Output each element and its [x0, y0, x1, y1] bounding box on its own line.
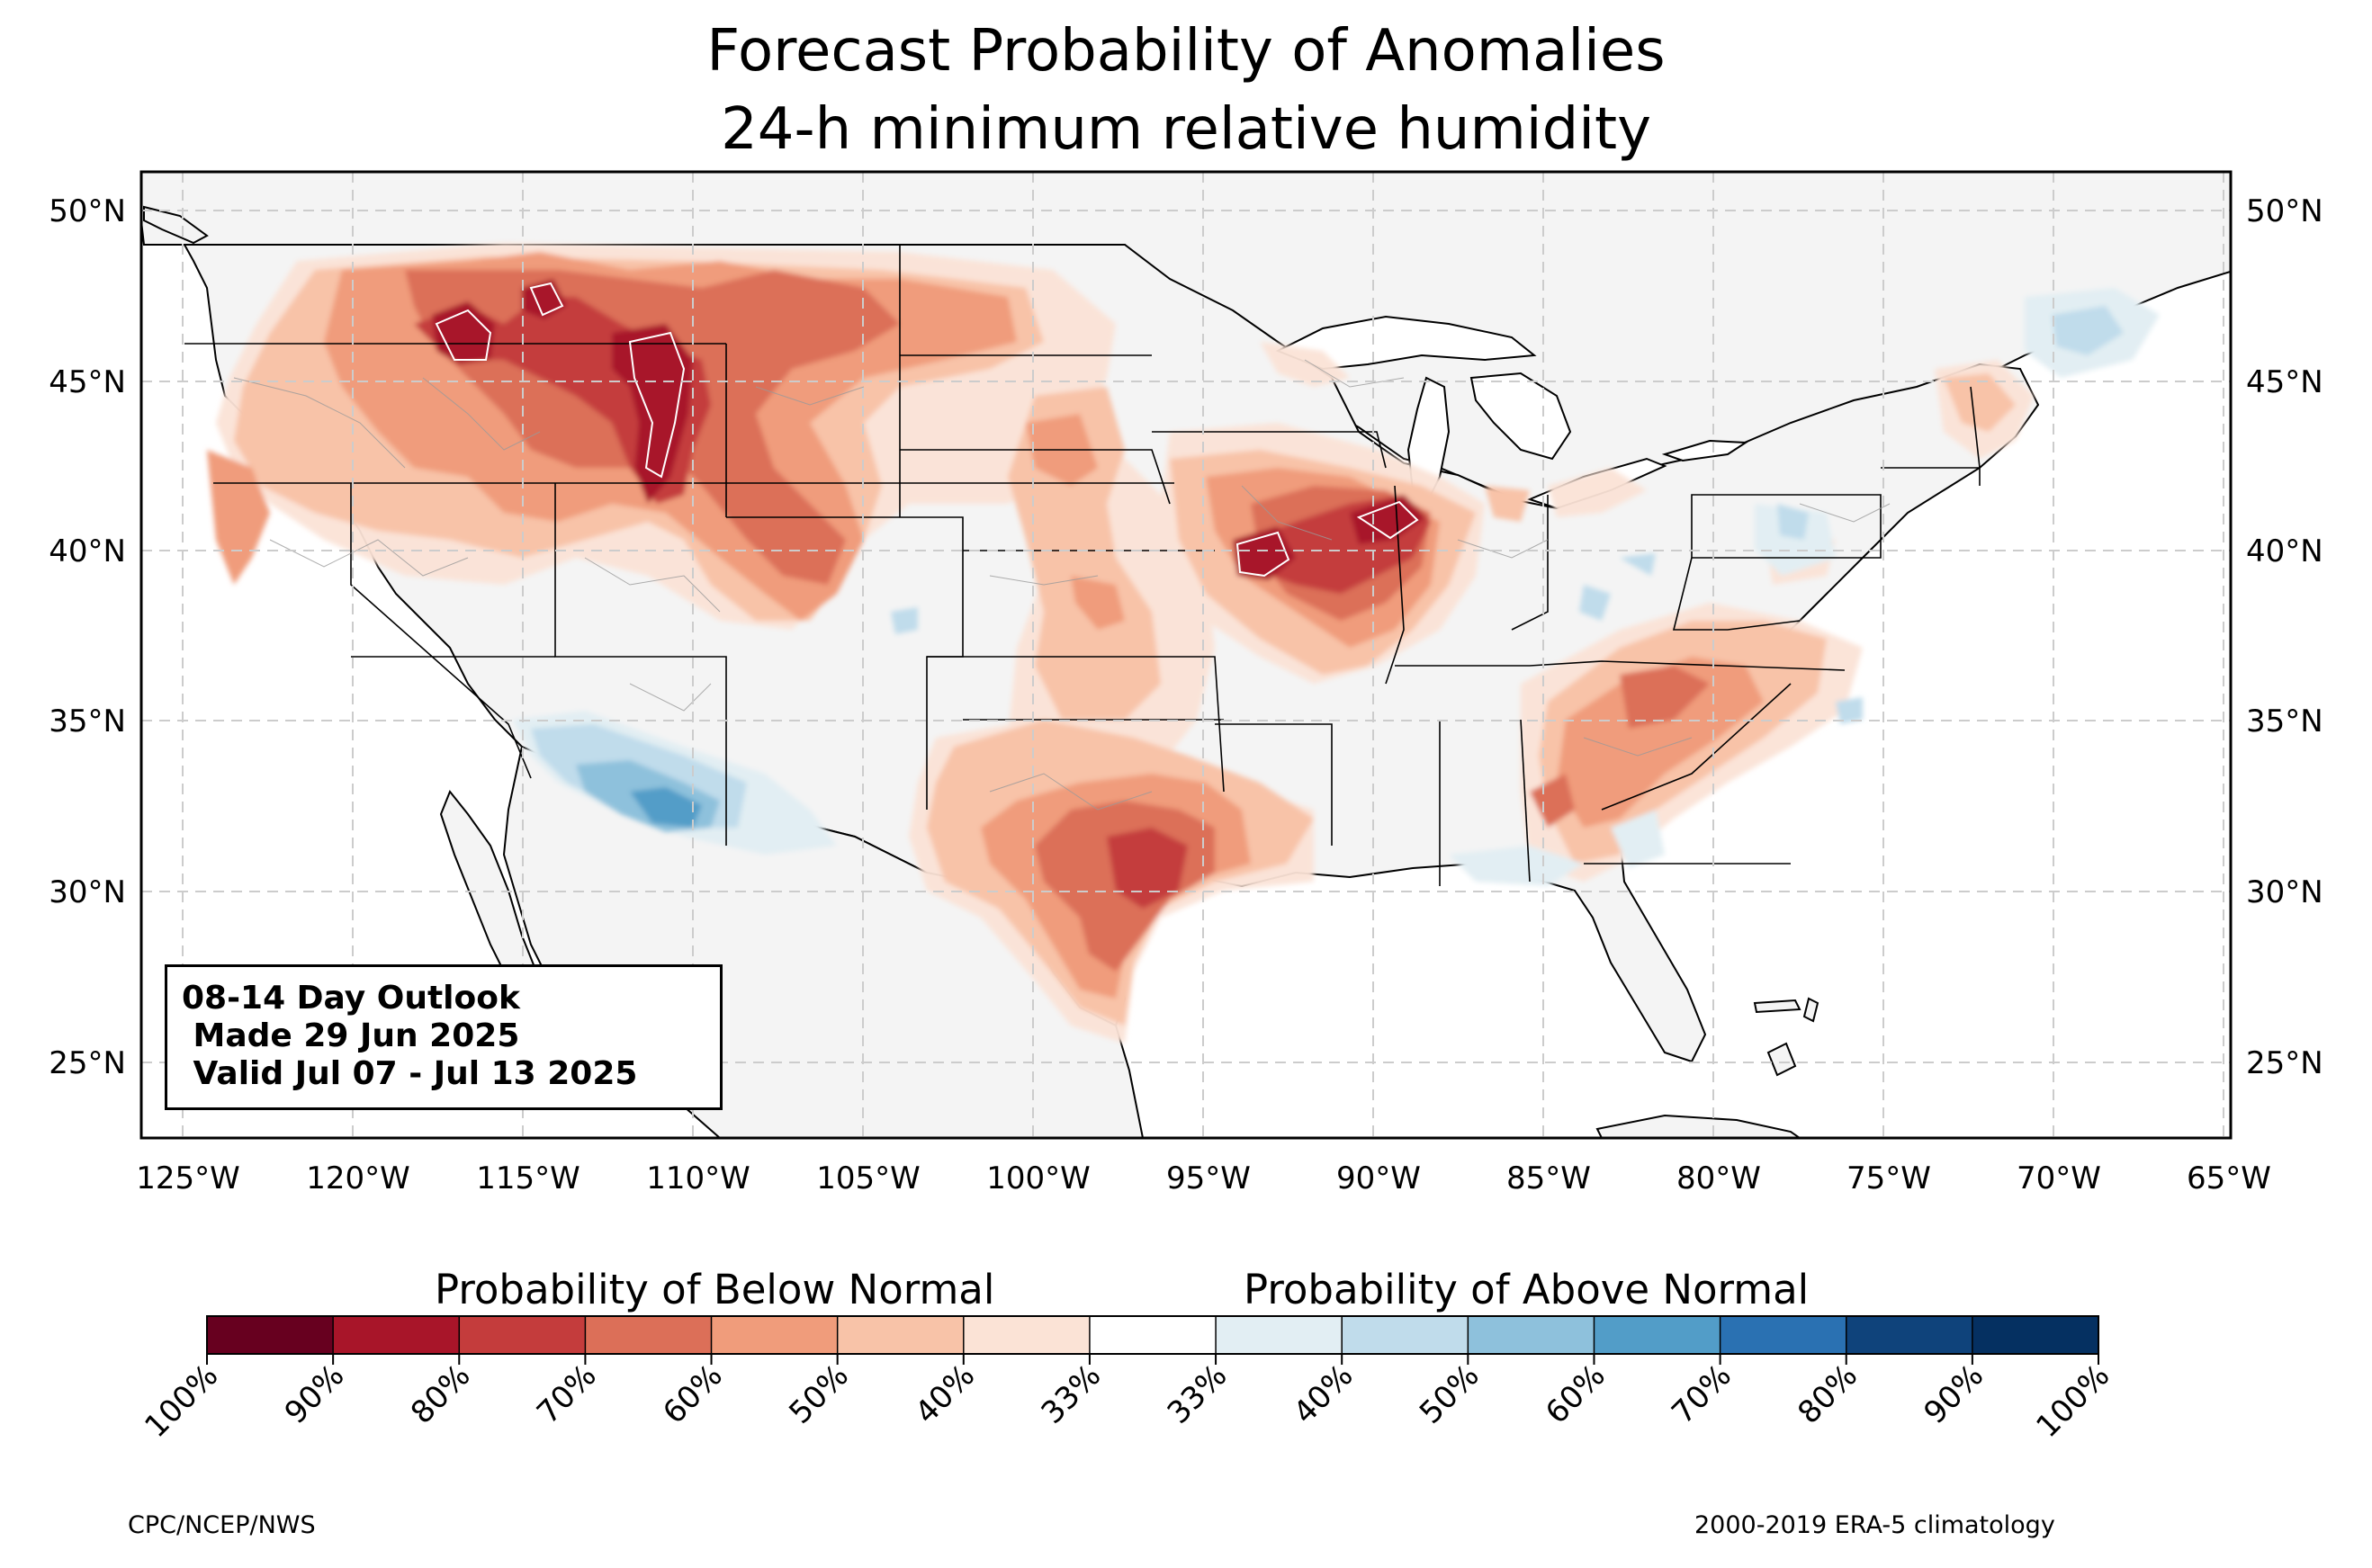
- colorbar-swatch: [1594, 1316, 1721, 1354]
- colorbar-label: 90%: [1918, 1357, 1991, 1431]
- colorbar-swatch: [837, 1316, 965, 1354]
- lake-ontario: [1661, 439, 1749, 462]
- lat-labels-right: 25°N 30°N 35°N 40°N 45°N 50°N: [2246, 193, 2323, 1081]
- lat-labels-left: 25°N 30°N 35°N 40°N 45°N 50°N: [49, 193, 126, 1081]
- colorbar-label: 80%: [1791, 1357, 1864, 1431]
- lat-tick-label: 25°N: [49, 1045, 126, 1081]
- lake-superior: [1275, 315, 1537, 371]
- lon-labels: 125°W 120°W 115°W 110°W 105°W 100°W 95°W…: [136, 1160, 2271, 1196]
- colorbar-label: 100%: [138, 1357, 225, 1445]
- colorbar: [207, 1316, 2099, 1354]
- colorbar-swatch: [1468, 1316, 1595, 1354]
- colorbar-swatch: [459, 1316, 586, 1354]
- credit-agency: CPC/NCEP/NWS: [128, 1511, 316, 1539]
- colorbar-frame: [206, 1315, 2099, 1355]
- colorbar-label: 80%: [404, 1357, 478, 1431]
- colorbar-label: 70%: [1665, 1357, 1739, 1431]
- lat-tick-label: 30°N: [49, 874, 126, 910]
- outlook-period: 08-14 Day Outlook: [182, 980, 520, 1017]
- vancouver-island: [143, 205, 209, 245]
- lon-tick-label: 125°W: [136, 1160, 240, 1196]
- probability-contours: [435, 282, 1419, 578]
- lat-tick-label: 35°N: [49, 703, 126, 739]
- lat-tick-label: 40°N: [49, 533, 126, 569]
- lat-tick-label: 50°N: [2246, 193, 2323, 229]
- colorbar-swatch: [1846, 1316, 1973, 1354]
- colorbar-labels: 100% 90% 80% 70% 60% 50% 40% 33% 33% 40%…: [138, 1357, 2116, 1445]
- lat-tick-label: 45°N: [2246, 364, 2323, 400]
- lon-tick-label: 100°W: [986, 1160, 1091, 1196]
- made-date: Made 29 Jun 2025: [182, 1017, 520, 1054]
- colorbar-swatch: [1972, 1316, 2099, 1354]
- map-border: [139, 170, 2233, 1140]
- colorbar-ticks: [206, 1316, 2099, 1365]
- colorbar-swatch: [1720, 1316, 1847, 1354]
- valid-dates: Valid Jul 07 - Jul 13 2025: [182, 1055, 638, 1092]
- colorbar-label: 40%: [1287, 1357, 1361, 1431]
- colorbar-label: 60%: [1539, 1357, 1613, 1431]
- above-60-70-region: [630, 787, 702, 828]
- colorbar-label: 33%: [1161, 1357, 1235, 1431]
- county-lines: [233, 359, 1891, 811]
- lon-tick-label: 95°W: [1166, 1160, 1251, 1196]
- colorbar-label: 50%: [782, 1357, 856, 1431]
- lon-tick-label: 120°W: [306, 1160, 410, 1196]
- lon-tick-label: 70°W: [2017, 1160, 2101, 1196]
- lon-tick-label: 75°W: [1846, 1160, 1931, 1196]
- colorbar-label: 60%: [656, 1357, 730, 1431]
- lon-tick-label: 85°W: [1506, 1160, 1591, 1196]
- map-subtitle: 24-h minimum relative humidity: [721, 96, 1651, 163]
- colorbar-swatch: [585, 1316, 713, 1354]
- cuba-landmass: [1595, 1114, 1801, 1138]
- colorbar-label: 50%: [1413, 1357, 1487, 1431]
- colorbar-label: 100%: [2029, 1357, 2116, 1445]
- colorbar-swatch: [333, 1316, 460, 1354]
- colorbar-above-title: Probability of Above Normal: [1244, 1266, 1810, 1313]
- colorbar-swatch: [1342, 1316, 1469, 1354]
- lat-tick-label: 45°N: [49, 364, 126, 400]
- colorbar-label: 90%: [278, 1357, 352, 1431]
- bahamas-island: [1753, 999, 1801, 1014]
- lon-tick-label: 65°W: [2187, 1160, 2271, 1196]
- lat-tick-label: 35°N: [2246, 703, 2323, 739]
- lat-tick-label: 25°N: [2246, 1045, 2323, 1081]
- credit-climatology: 2000-2019 ERA-5 climatology: [1694, 1511, 2055, 1539]
- colorbar-label: 33%: [1035, 1357, 1109, 1431]
- lat-tick-label: 30°N: [2246, 874, 2323, 910]
- bahamas-island: [1766, 1042, 1797, 1077]
- colorbar-label: 40%: [908, 1357, 982, 1431]
- lon-tick-label: 105°W: [816, 1160, 921, 1196]
- colorbar-below-title: Probability of Below Normal: [435, 1266, 995, 1313]
- lon-tick-label: 110°W: [646, 1160, 750, 1196]
- lat-tick-label: 40°N: [2246, 533, 2323, 569]
- colorbar-swatch: [1089, 1316, 1217, 1354]
- colorbar-swatch: [207, 1316, 334, 1354]
- colorbar-swatch: [1216, 1316, 1343, 1354]
- outlook-info-box: 08-14 Day Outlook Made 29 Jun 2025 Valid…: [165, 964, 723, 1110]
- colorbar-swatch: [711, 1316, 839, 1354]
- colorbar-label: 70%: [530, 1357, 604, 1431]
- lon-tick-label: 90°W: [1336, 1160, 1421, 1196]
- lat-tick-label: 50°N: [49, 193, 126, 229]
- map-title: Forecast Probability of Anomalies: [706, 18, 1666, 85]
- lon-tick-label: 80°W: [1676, 1160, 1761, 1196]
- bahamas-island: [1802, 997, 1819, 1023]
- lon-tick-label: 115°W: [476, 1160, 580, 1196]
- colorbar-swatch: [963, 1316, 1091, 1354]
